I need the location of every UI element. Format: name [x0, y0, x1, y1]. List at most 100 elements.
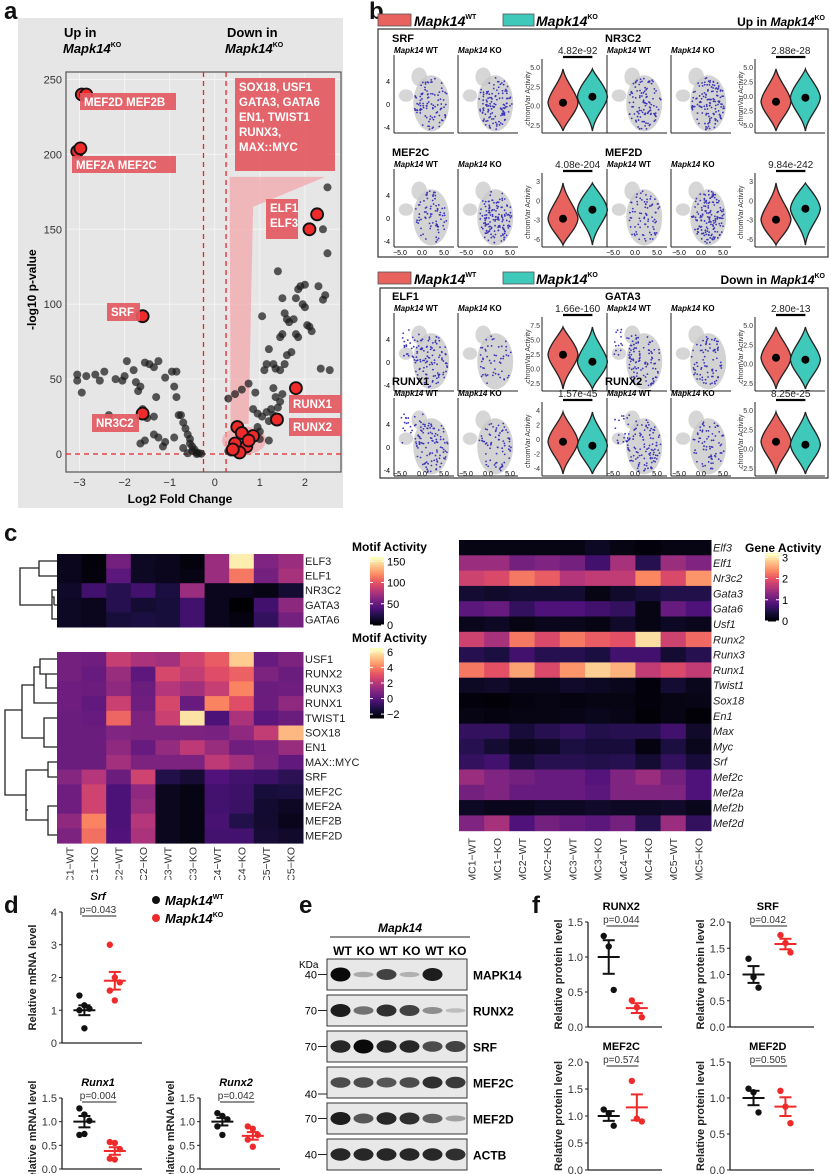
- panel-label-c: c: [4, 520, 18, 547]
- umap-dot: [628, 414, 631, 417]
- genotype: KO: [487, 389, 501, 398]
- row-label: Mef2a: [713, 787, 744, 799]
- umap-dot: [650, 448, 653, 451]
- heatmap-cell: [155, 597, 181, 613]
- down-gata3-umap-wt-label: Mapk14 WT: [607, 304, 651, 313]
- umap-dot: [646, 225, 649, 228]
- umap-dot: [711, 368, 714, 371]
- heatmap-cell: [81, 725, 107, 741]
- umap-dot: [638, 350, 641, 353]
- gene-column-label: SMC3−KO: [593, 838, 605, 880]
- umap-dot: [658, 348, 660, 351]
- umap-dot: [632, 348, 635, 351]
- colorbar-segment: [370, 694, 384, 698]
- umap-dot: [715, 369, 718, 372]
- umap-dot: [427, 432, 430, 435]
- umap-dot: [505, 102, 508, 105]
- umap-dot: [644, 468, 647, 470]
- umap-dot: [502, 83, 505, 86]
- umap-dot: [505, 234, 508, 237]
- umap-dot: [492, 235, 495, 238]
- umap-dot: [501, 233, 504, 236]
- umap-dot: [706, 90, 709, 92]
- umap-dot: [718, 222, 721, 225]
- umap-dot: [630, 353, 633, 356]
- umap-dot: [427, 462, 430, 465]
- umap-x-tick: 5.0: [718, 250, 728, 257]
- umap-dot: [643, 237, 646, 240]
- umap-dot: [414, 361, 417, 364]
- heatmap-cell: [81, 666, 107, 682]
- violin-wt: [760, 182, 792, 247]
- umap-dot: [416, 219, 418, 222]
- umap-dot: [697, 203, 699, 206]
- violin-y-tick: 3: [749, 179, 753, 186]
- data-point: [251, 388, 260, 397]
- umap-dot: [425, 107, 428, 110]
- heatmap-cell: [635, 769, 662, 786]
- umap-dot: [652, 228, 655, 231]
- umap-dot: [501, 97, 504, 99]
- umap-dot: [415, 441, 417, 443]
- umap-dot: [646, 198, 648, 201]
- x-tick-label: −2: [118, 477, 131, 489]
- umap-dot: [430, 92, 432, 95]
- umap-dot: [712, 87, 714, 89]
- umap-dot: [644, 362, 646, 364]
- panel-label-e: e: [299, 892, 313, 919]
- umap-dot: [643, 469, 646, 472]
- heatmap-cell: [229, 813, 255, 829]
- umap-dot: [433, 94, 436, 96]
- umap-dot: [507, 226, 510, 229]
- umap-dot: [655, 115, 657, 118]
- umap-dot: [705, 340, 708, 343]
- umap-dot: [705, 94, 708, 96]
- umap-dot: [657, 202, 660, 205]
- umap-dot: [704, 96, 707, 99]
- row-label: Sox18: [713, 695, 745, 707]
- umap-dot: [485, 229, 488, 232]
- umap-dot: [432, 118, 435, 121]
- heatmap-cell: [81, 583, 107, 599]
- label-cluster-text: GATA3, GATA6: [239, 97, 320, 109]
- umap-dot: [491, 374, 494, 377]
- umap-dot: [428, 453, 431, 456]
- colorbar-segment: [370, 708, 384, 712]
- umap-dot: [628, 354, 630, 356]
- umap-dot: [416, 455, 419, 458]
- umap-dot: [708, 220, 711, 223]
- umap-dot: [432, 126, 435, 129]
- umap-dot: [628, 367, 631, 369]
- blot-band: [422, 1007, 443, 1014]
- umap-dot: [442, 224, 445, 227]
- umap-dot: [623, 436, 626, 439]
- umap-dot: [638, 127, 641, 130]
- heatmap-cell: [180, 828, 206, 844]
- umap-dot: [650, 427, 653, 430]
- violin-ylabel: chromVar Activity: [525, 71, 532, 125]
- label-srf: SRF: [107, 303, 140, 321]
- blot-band: [445, 1148, 466, 1161]
- colorbar-segment: [765, 582, 779, 586]
- umap-dot: [498, 219, 500, 221]
- umap-dot: [442, 373, 444, 376]
- data-point: [260, 366, 269, 375]
- umap-dot: [422, 104, 425, 107]
- umap-dot: [708, 81, 711, 84]
- heatmap-cell: [81, 769, 107, 785]
- heatmap-cell: [81, 568, 107, 584]
- umap-dot: [490, 209, 493, 212]
- row-label: Runx3: [713, 650, 746, 662]
- heatmap-cell: [204, 597, 230, 613]
- heatmap-cell: [155, 568, 181, 584]
- down-runx2-umap-ko: [670, 398, 731, 477]
- colorbar-segment: [370, 600, 384, 603]
- umap-dot: [435, 220, 438, 223]
- heatmap-cell: [509, 800, 536, 816]
- umap-dot: [509, 104, 511, 107]
- lane-label-0: WT: [333, 944, 352, 958]
- umap-dot: [497, 92, 500, 95]
- umap-dot: [505, 212, 508, 215]
- umap-dot: [480, 360, 483, 363]
